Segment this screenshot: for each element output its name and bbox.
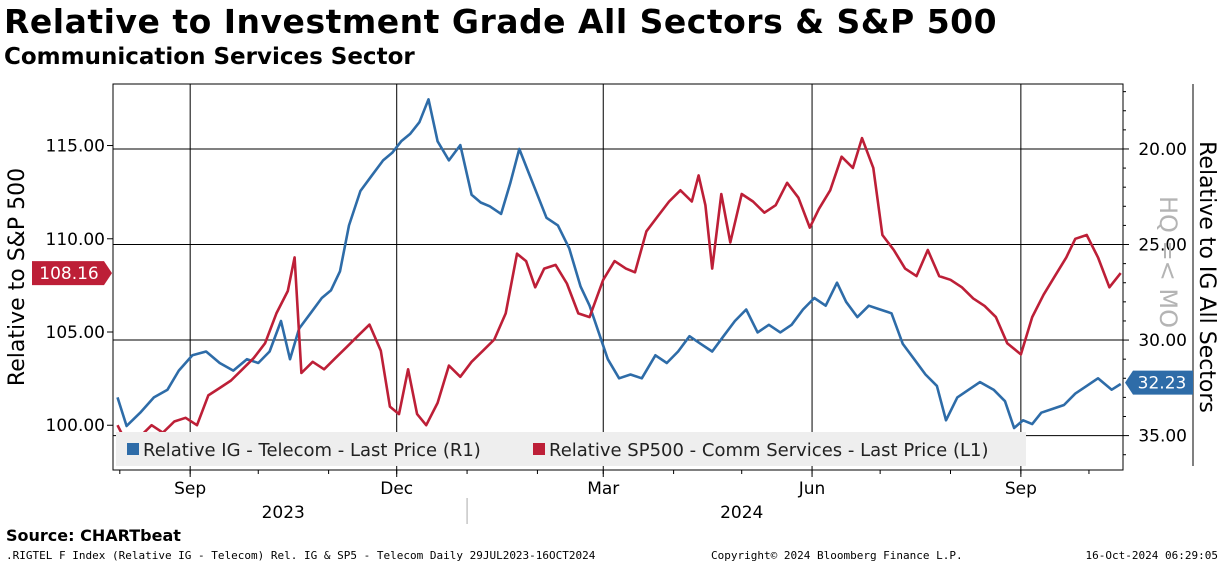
last-value-box-red bbox=[32, 261, 112, 286]
right-tick-label-0: 20.00 bbox=[1138, 140, 1187, 160]
footer-index-info: .RIGTEL F Index (Relative IG - Telecom) … bbox=[6, 549, 596, 562]
right-tick-label-1: 25.00 bbox=[1138, 236, 1187, 256]
right-tick-label-3: 35.00 bbox=[1138, 427, 1187, 447]
tick-labels: Sep Dec Mar Jun Sep 2023 2024 100.00 105.00 110.0… bbox=[46, 91, 1187, 524]
x-year-label-0: 2023 bbox=[262, 503, 305, 523]
legend-swatch-red bbox=[533, 443, 545, 455]
x-year-label-1: 2024 bbox=[720, 503, 763, 523]
last-value-label-red: 108.16 bbox=[39, 264, 98, 284]
legend-background bbox=[116, 432, 1026, 466]
legend-label-blue: Relative IG - Telecom - Last Price (R1) bbox=[143, 440, 481, 461]
left-tick-label-1: 105.00 bbox=[46, 323, 105, 343]
grid-lines bbox=[113, 84, 1123, 470]
last-value-labels: 108.16 32.23 bbox=[32, 261, 1193, 395]
chart-title: Relative to Investment Grade All Sectors… bbox=[4, 2, 998, 41]
x-tick-label-4: Sep bbox=[1005, 479, 1037, 499]
last-value-label-blue: 32.23 bbox=[1138, 374, 1187, 394]
series-line-sp500-comm-services bbox=[116, 136, 1122, 449]
footer-timestamp: 16-Oct-2024 06:29:05 bbox=[1085, 549, 1218, 562]
legend-swatch-blue bbox=[127, 443, 139, 455]
left-tick-label-0: 100.00 bbox=[46, 416, 105, 436]
right-axis-title: Relative to IG All Sectors bbox=[1194, 141, 1219, 413]
x-tick-label-0: Sep bbox=[174, 479, 206, 499]
right-tick-label-2: 30.00 bbox=[1138, 331, 1187, 351]
legend-label-red: Relative SP500 - Comm Services - Last Pr… bbox=[549, 440, 988, 461]
x-tick-label-3: Jun bbox=[798, 479, 826, 499]
x-tick-label-1: Dec bbox=[380, 479, 413, 499]
left-tick-label-3: 115.00 bbox=[46, 137, 105, 157]
axes bbox=[112, 83, 1194, 471]
last-value-box-blue bbox=[1125, 370, 1193, 395]
chart-subtitle: Communication Services Sector bbox=[4, 44, 415, 70]
source-note: Source: CHARTbeat bbox=[6, 526, 181, 545]
plot-frame bbox=[112, 83, 1124, 471]
x-tick-label-2: Mar bbox=[587, 479, 619, 499]
watermark-text: HQ =< MO bbox=[1154, 196, 1182, 328]
series-line-ig-telecom bbox=[116, 98, 1122, 430]
legend: Relative IG - Telecom - Last Price (R1) … bbox=[116, 432, 1026, 466]
left-axis-title: Relative to S&P 500 bbox=[5, 168, 30, 386]
left-tick-label-2: 110.00 bbox=[46, 230, 105, 250]
footer-copyright: Copyright© 2024 Bloomberg Finance L.P. bbox=[711, 549, 963, 562]
series-layer bbox=[116, 98, 1122, 449]
